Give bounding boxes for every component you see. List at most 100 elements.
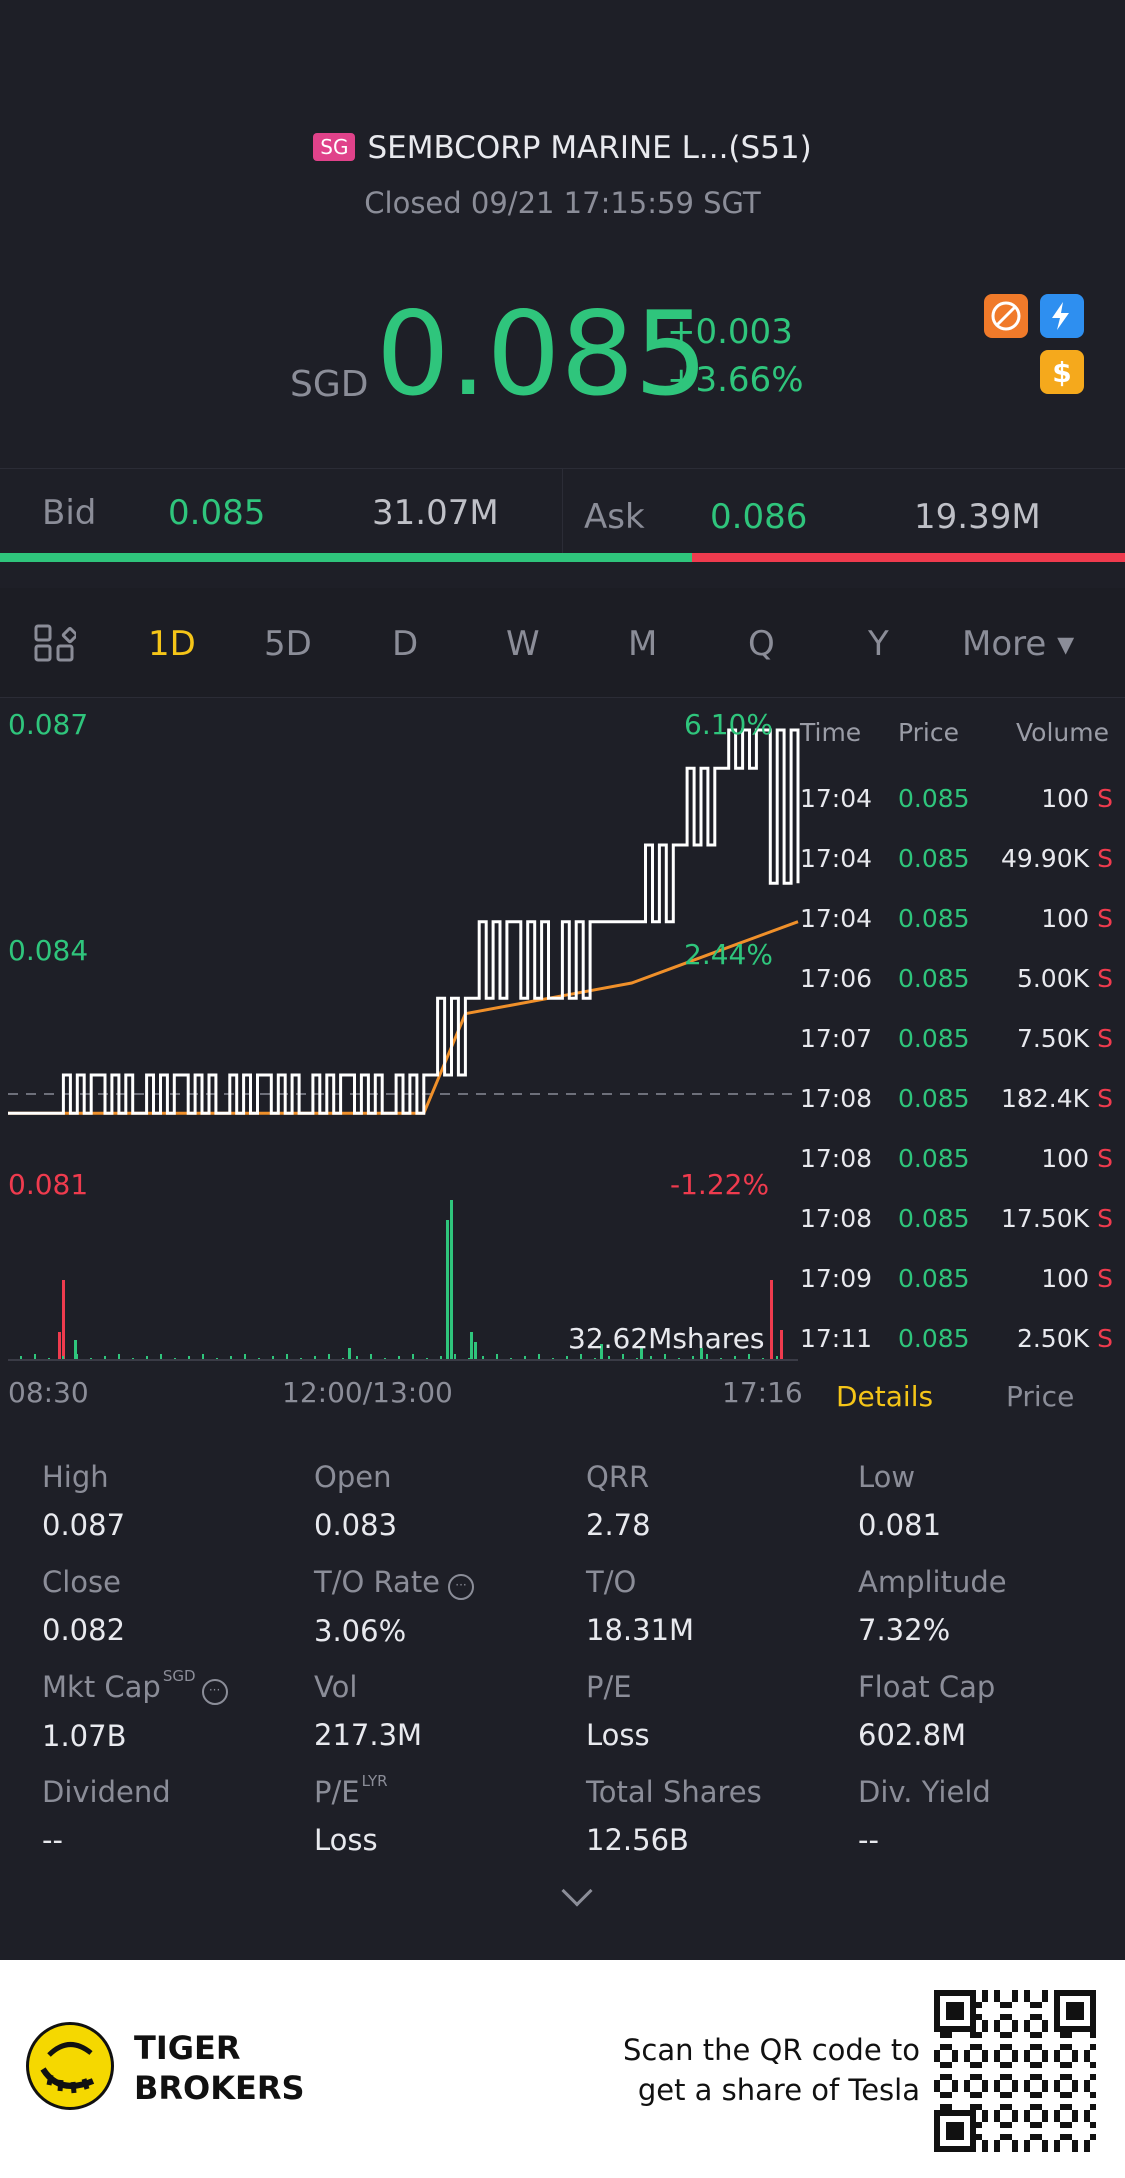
volume-bar [446, 1220, 449, 1360]
volume-bar [398, 1356, 400, 1360]
stat-value: 3.06% [314, 1614, 407, 1648]
bid-ask-bar: Bid 0.085 31.07M Ask 0.086 19.39M [0, 468, 1125, 559]
trade-side: S [1097, 1144, 1113, 1173]
no-short-icon[interactable] [984, 294, 1028, 338]
stat-value: -- [858, 1823, 879, 1857]
tab-y[interactable]: Y [868, 624, 889, 664]
promo-footer: TIGER BROKERS Scan the QR code to get a … [0, 1960, 1125, 2178]
tab-price[interactable]: Price [1006, 1380, 1075, 1413]
stat-value: 602.8M [858, 1718, 967, 1752]
volume-bar [538, 1354, 540, 1360]
intraday-chart[interactable]: 0.087 0.084 0.081 6.10% 2.44% -1.22% 32.… [0, 700, 803, 1409]
stat-label: Amplitude [858, 1565, 1007, 1599]
tiger-logo-icon [26, 2022, 114, 2110]
tab-5d[interactable]: 5D [264, 624, 312, 664]
lightning-level1-icon[interactable] [1040, 294, 1084, 338]
volume-bar [272, 1356, 274, 1360]
qr-code-icon[interactable] [934, 1990, 1096, 2152]
volume-bar [412, 1354, 414, 1360]
stat-div-yield: Div. Yield -- [858, 1775, 1118, 1857]
x-axis-start: 08:30 [8, 1376, 89, 1409]
stat-label: Float Cap [858, 1670, 996, 1704]
stat-label: Low [858, 1460, 916, 1494]
dollar-icon[interactable]: $ [1040, 350, 1084, 394]
volume-bar [146, 1356, 148, 1360]
stat-dividend: Dividend -- [42, 1775, 302, 1857]
stat-to-rate: T/O Rate ··· 3.06% [314, 1565, 574, 1648]
stat-label: T/O Rate ··· [314, 1565, 574, 1600]
trade-side: S [1097, 784, 1113, 813]
volume-bar [58, 1332, 61, 1360]
volume-bar [664, 1354, 666, 1360]
stat-float-cap: Float Cap 602.8M [858, 1670, 1118, 1752]
layout-grid-icon[interactable] [34, 622, 76, 664]
volume-bar [34, 1354, 36, 1360]
tab-more[interactable]: More ▾ [962, 624, 1075, 664]
tab-q[interactable]: Q [748, 624, 775, 664]
y-axis-mid: 0.084 [8, 934, 89, 967]
trade-row: 17:04 0.085 49.90K S [800, 844, 1125, 904]
ask-strength-bar [692, 553, 1125, 562]
trade-volume: 100 [1041, 1144, 1089, 1173]
bid-strength-bar [0, 553, 692, 562]
volume-bar [356, 1356, 358, 1360]
volume-bar [600, 1344, 603, 1360]
stat-label: Dividend [42, 1775, 171, 1809]
trade-volume: 2.50K [1016, 1324, 1089, 1353]
volume-bar [608, 1356, 610, 1360]
trade-side: S [1097, 1264, 1113, 1293]
side-panel-tabs: Details Price [800, 1380, 1125, 1430]
time-and-sales[interactable]: Time Price Volume 17:04 0.085 100 S 17:04 0.0… [800, 700, 1125, 1360]
tab-m[interactable]: M [628, 624, 658, 664]
trade-row: 17:08 0.085 100 S [800, 1144, 1125, 1204]
trade-price: 0.085 [898, 1204, 970, 1233]
stat-label: P/E LYR [314, 1772, 574, 1809]
pct-axis-bottom: -1.22% [670, 1168, 770, 1201]
trade-time: 17:04 [800, 844, 873, 873]
tab-w[interactable]: W [506, 624, 540, 664]
stock-stats: High 0.087 Open 0.083 QRR 2.78 Low 0.081… [0, 1440, 1125, 1940]
bid-volume: 31.07M [372, 493, 499, 533]
stat-mkt-cap: Mkt Cap SGD ··· 1.07B [42, 1667, 302, 1753]
tab-1d[interactable]: 1D [148, 624, 196, 664]
trade-row: 17:06 0.085 5.00K S [800, 964, 1125, 1024]
volume-bar [776, 1356, 778, 1360]
ask-volume: 19.39M [914, 497, 1041, 537]
info-icon[interactable]: ··· [448, 1574, 475, 1600]
volume-bar [566, 1356, 568, 1360]
trade-price: 0.085 [898, 784, 970, 813]
volume-bar [202, 1354, 204, 1360]
trade-time: 17:09 [800, 1264, 873, 1293]
trade-row: 17:08 0.085 17.50K S [800, 1204, 1125, 1264]
promo-line-2: get a share of Tesla [637, 2073, 920, 2107]
volume-bar [74, 1340, 77, 1360]
promo-line-1: Scan the QR code to [623, 2033, 920, 2067]
trade-time: 17:08 [800, 1204, 873, 1233]
volume-bar [640, 1346, 643, 1360]
trades-header-price: Price [898, 718, 959, 747]
stat-value: 217.3M [314, 1718, 423, 1752]
volume-bar [482, 1356, 484, 1360]
volume-bar [328, 1354, 330, 1360]
volume-bar [370, 1354, 372, 1360]
stat-value: 1.07B [42, 1719, 127, 1753]
trade-price: 0.085 [898, 904, 970, 933]
volume-bar [104, 1356, 106, 1360]
stat-label: QRR [586, 1460, 650, 1494]
volume-bar [62, 1280, 65, 1360]
stock-title-row[interactable]: SG SEMBCORP MARINE L...(S51) [0, 130, 1125, 166]
info-icon[interactable]: ··· [201, 1679, 228, 1705]
trade-volume: 182.4K [1001, 1084, 1089, 1113]
trade-volume: 5.00K [1016, 964, 1089, 993]
volume-bar [470, 1332, 473, 1360]
tab-details[interactable]: Details [836, 1380, 934, 1413]
trade-time: 17:08 [800, 1144, 873, 1173]
volume-bar [524, 1356, 526, 1360]
brand-line-2: BROKERS [134, 2069, 305, 2107]
tab-d[interactable]: D [392, 624, 419, 664]
trade-price: 0.085 [898, 964, 970, 993]
volume-bar [440, 1356, 442, 1360]
volume-bar [580, 1354, 582, 1360]
volume-bar [748, 1354, 750, 1360]
volume-bar [474, 1342, 477, 1360]
